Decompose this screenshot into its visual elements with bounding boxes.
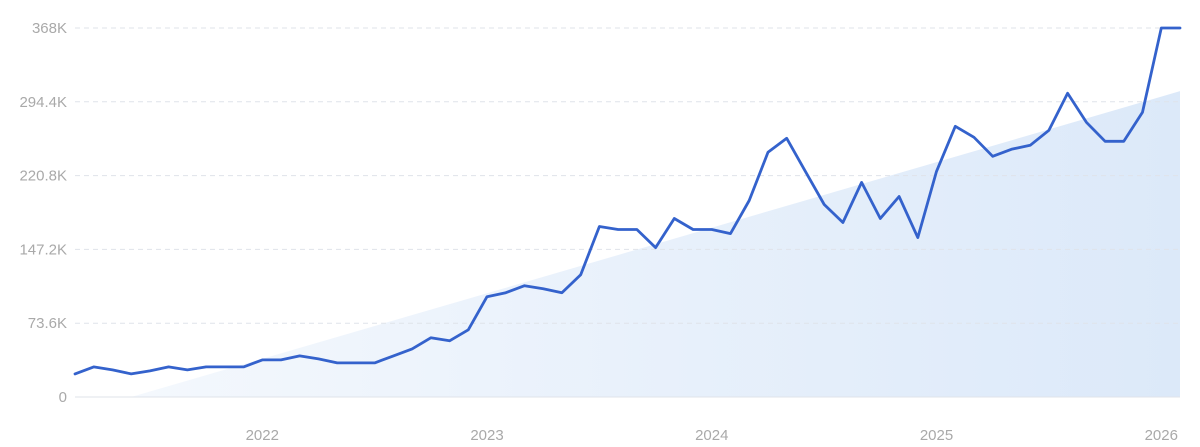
y-tick-label: 73.6K [28,315,67,332]
x-axis-ticks: 2022 2023 2024 2025 2026 [246,427,1178,444]
x-tick-label: 2023 [470,427,503,444]
y-tick-label: 0 [59,389,67,406]
x-tick-label: 2025 [920,427,953,444]
y-tick-label: 220.8K [19,168,67,185]
y-tick-label: 368K [32,20,67,37]
series-layer [73,26,1182,376]
y-axis-ticks: 0 73.6K 147.2K 220.8K 294.4K 368K [19,20,67,406]
series-line [73,26,1182,376]
gridlines [75,27,1180,398]
x-tick-label: 2022 [246,427,279,444]
y-tick-label: 294.4K [19,94,67,111]
y-tick-label: 147.2K [19,241,67,258]
trend-area [131,91,1181,397]
x-tick-label: 2024 [695,427,728,444]
x-tick-label: 2026 [1145,427,1178,444]
trend-area-layer [131,91,1181,397]
